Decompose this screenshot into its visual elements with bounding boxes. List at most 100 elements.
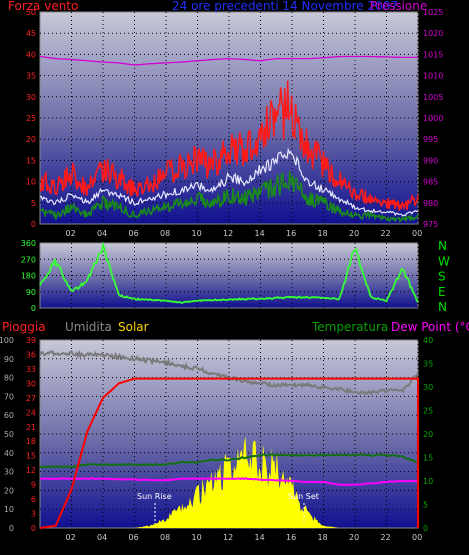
x-tick-label: 12 xyxy=(223,229,233,238)
pressure-tick-label: 1025 xyxy=(423,8,443,17)
dewpoint-series xyxy=(40,477,419,487)
humidity-tick-label: 0 xyxy=(9,524,14,533)
compass-label: N xyxy=(438,239,447,253)
rain-tick-label: 18 xyxy=(26,437,36,446)
humidity-tick-label: 40 xyxy=(4,449,14,458)
x-tick-label: 12 xyxy=(223,533,233,542)
direction-tick-label: 0 xyxy=(31,304,36,313)
x-tick-label: 10 xyxy=(192,533,202,542)
x-tick-label: 02 xyxy=(66,229,76,238)
humidity-tick-label: 70 xyxy=(4,392,14,401)
humidity-tick-label: 50 xyxy=(4,430,14,439)
x-tick-label: 10 xyxy=(192,229,202,238)
temperature-tick-label: 5 xyxy=(423,501,428,510)
temperature-tick-label: 15 xyxy=(423,454,433,463)
rain-series xyxy=(39,377,419,529)
humidity-tick-label: 80 xyxy=(4,374,14,383)
pressure-tick-label: 985 xyxy=(423,178,438,187)
pressure-tick-label: 980 xyxy=(423,199,438,208)
rain-tick-label: 3 xyxy=(31,510,36,519)
top-chart-title: 24 ore precedenti 14 Novembre 2007 xyxy=(172,0,398,13)
x-tick-label: 06 xyxy=(129,533,139,542)
temperature-tick-label: 0 xyxy=(423,524,428,533)
temperature-axis-ticks: 0 5 10 15 20 25 30 35 40 xyxy=(423,336,433,533)
rain-tick-label: 33 xyxy=(26,365,36,374)
humidity-tick-label: 10 xyxy=(4,505,14,514)
temperature-label: Temperatura xyxy=(311,320,388,334)
x-tick-label: 14 xyxy=(255,533,265,542)
x-tick-label: 00 xyxy=(412,229,422,238)
rain-label: Pioggia xyxy=(2,320,46,334)
wind-tick-label: 30 xyxy=(26,93,36,102)
pressure-axis-ticks: 975 980 985 990 995 1000 1005 1010 1015 1020 1025 xyxy=(423,8,443,229)
temperature-tick-label: 10 xyxy=(423,477,433,486)
top-x-axis-ticks: 02 04 06 08 10 12 14 16 18 20 22 00 xyxy=(66,229,423,238)
humidity-tick-label: 30 xyxy=(4,468,14,477)
temperature-tick-label: 25 xyxy=(423,407,433,416)
temperature-tick-label: 30 xyxy=(423,383,433,392)
wind-gust-series xyxy=(39,80,419,211)
dewpoint-label: Dew Point (°C) xyxy=(391,320,469,334)
wind-tick-label: 40 xyxy=(26,50,36,59)
humidity-tick-label: 100 xyxy=(0,336,14,345)
rain-tick-label: 12 xyxy=(26,466,36,475)
pressure-tick-label: 1010 xyxy=(423,72,443,81)
direction-tick-label: 90 xyxy=(26,288,36,297)
rain-tick-label: 39 xyxy=(26,336,36,345)
bottom-x-axis-ticks: 02 04 06 08 10 12 14 16 18 20 22 00 xyxy=(66,533,423,542)
x-tick-label: 18 xyxy=(318,229,328,238)
temperature-series xyxy=(39,453,419,469)
wind-tick-label: 45 xyxy=(26,29,36,38)
sunset-annotation: Sun Set xyxy=(288,492,319,501)
pressure-tick-label: 1005 xyxy=(423,93,443,102)
rain-tick-label: 9 xyxy=(31,481,36,490)
solar-series xyxy=(40,436,418,528)
temperature-tick-label: 40 xyxy=(423,336,433,345)
wind-tick-label: 20 xyxy=(26,135,36,144)
x-tick-label: 04 xyxy=(97,533,107,542)
pressure-axis-label: Pressione xyxy=(370,0,427,13)
x-tick-label: 14 xyxy=(255,229,265,238)
direction-tick-label: 270 xyxy=(21,255,36,264)
wind-tick-label: 35 xyxy=(26,72,36,81)
x-tick-label: 02 xyxy=(66,533,76,542)
x-tick-label: 06 xyxy=(129,229,139,238)
x-tick-label: 20 xyxy=(349,533,359,542)
pressure-tick-label: 975 xyxy=(423,220,438,229)
wind-low-series xyxy=(39,171,419,224)
wind-avg-series xyxy=(39,147,419,217)
x-tick-label: 22 xyxy=(381,229,391,238)
rain-tick-label: 15 xyxy=(26,452,36,461)
humidity-label: Umidita xyxy=(65,320,112,334)
humidity-axis-ticks: 0 10 20 30 40 50 60 70 80 90 100 xyxy=(0,336,14,533)
temperature-tick-label: 35 xyxy=(423,360,433,369)
humidity-tick-label: 60 xyxy=(4,411,14,420)
solar-label: Solar xyxy=(118,320,149,334)
rain-tick-label: 21 xyxy=(26,423,36,432)
compass-label: W xyxy=(438,254,450,268)
wind-axis-label: Forza vento xyxy=(8,0,78,13)
rain-tick-label: 24 xyxy=(26,408,36,417)
direction-tick-label: 180 xyxy=(21,272,36,281)
wind-tick-label: 0 xyxy=(31,220,36,229)
direction-series xyxy=(39,241,419,304)
x-tick-label: 16 xyxy=(286,229,296,238)
x-tick-label: 18 xyxy=(318,533,328,542)
compass-label: S xyxy=(438,270,446,284)
x-tick-label: 08 xyxy=(160,229,170,238)
pressure-tick-label: 1015 xyxy=(423,50,443,59)
rain-tick-label: 6 xyxy=(31,495,36,504)
compass-label: E xyxy=(438,285,446,299)
pressure-tick-label: 1020 xyxy=(423,29,443,38)
wind-axis-ticks: 0 5 10 15 20 25 30 35 40 45 50 xyxy=(26,8,36,229)
wind-tick-label: 15 xyxy=(26,156,36,165)
x-tick-label: 16 xyxy=(286,533,296,542)
pressure-tick-label: 1000 xyxy=(423,114,443,123)
x-tick-label: 00 xyxy=(412,533,422,542)
rain-tick-label: 30 xyxy=(26,379,36,388)
direction-axis-ticks: 0 90 180 270 360 xyxy=(21,239,36,313)
rain-tick-label: 0 xyxy=(31,524,36,533)
temperature-tick-label: 20 xyxy=(423,430,433,439)
